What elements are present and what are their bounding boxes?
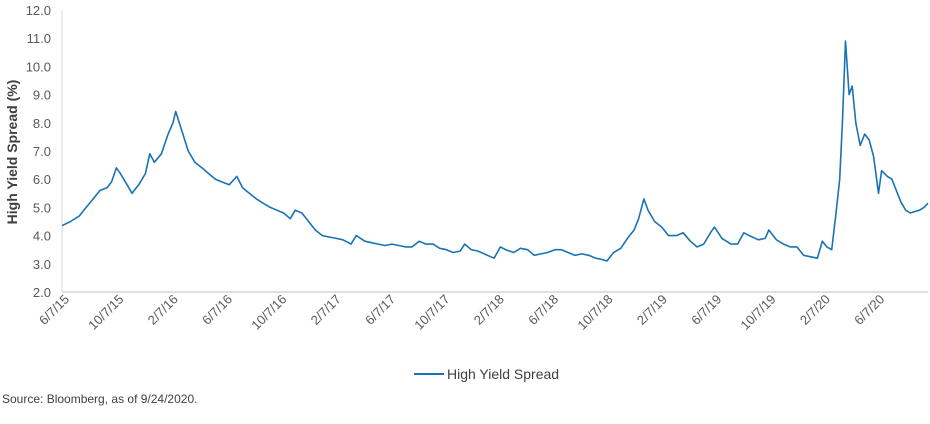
- x-tick-label: 10/7/17: [411, 292, 452, 333]
- x-tick-label: 2/7/16: [145, 292, 181, 328]
- y-tick-label: 4.0: [33, 229, 51, 244]
- x-tick-label: 10/7/16: [248, 292, 289, 333]
- y-tick-label: 5.0: [33, 200, 51, 215]
- series-line-high-yield-spread: [61, 40, 929, 262]
- y-tick-label: 12.0: [26, 3, 51, 18]
- y-tick-label: 8.0: [33, 116, 51, 131]
- y-tick-label: 7.0: [33, 144, 51, 159]
- legend-label: High Yield Spread: [447, 366, 559, 382]
- legend: High Yield Spread: [414, 366, 559, 382]
- x-tick-label: 10/7/19: [737, 292, 778, 333]
- x-tick-label: 6/7/17: [362, 292, 398, 328]
- x-tick-label: 10/7/18: [574, 292, 615, 333]
- y-tick-label: 10.0: [26, 59, 51, 74]
- x-tick-label: 2/7/20: [797, 292, 833, 328]
- source-note: Source: Bloomberg, as of 9/24/2020.: [2, 392, 198, 406]
- y-axis-label: High Yield Spread (%): [4, 80, 20, 225]
- x-tick-label: 2/7/19: [634, 292, 670, 328]
- y-tick-label: 2.0: [33, 285, 51, 300]
- x-axis-tick-labels: 6/7/15 10/7/15 2/7/16 6/7/16 10/7/16 2/7/17 6/…: [36, 292, 887, 333]
- x-tick-label: 2/7/18: [471, 292, 507, 328]
- y-tick-label: 3.0: [33, 257, 51, 272]
- y-tick-label: 11.0: [27, 31, 51, 46]
- x-tick-label: 6/7/19: [688, 292, 724, 328]
- x-tick-label: 2/7/17: [308, 292, 344, 328]
- x-tick-label: 10/7/15: [85, 292, 126, 333]
- x-tick-label: 6/7/16: [199, 292, 235, 328]
- y-tick-label: 9.0: [33, 88, 51, 103]
- x-tick-label: 6/7/18: [525, 292, 561, 328]
- x-tick-label: 6/7/20: [851, 292, 887, 328]
- y-axis-tick-labels: 2.0 3.0 4.0 5.0 6.0 7.0 8.0 9.0 10.0 11.0 12.0: [26, 3, 51, 300]
- y-tick-label: 6.0: [33, 172, 51, 187]
